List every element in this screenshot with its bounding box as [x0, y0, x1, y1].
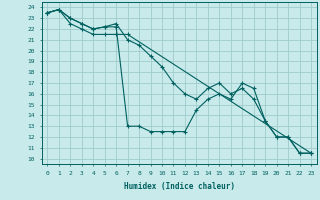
- X-axis label: Humidex (Indice chaleur): Humidex (Indice chaleur): [124, 182, 235, 191]
